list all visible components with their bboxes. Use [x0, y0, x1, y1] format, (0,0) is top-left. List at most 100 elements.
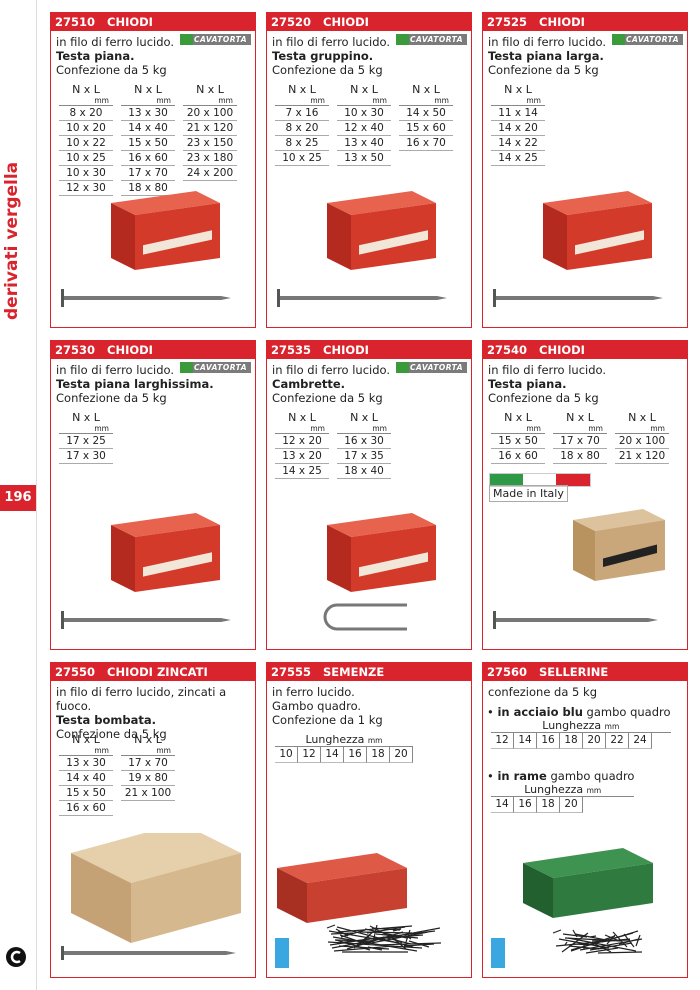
product-image — [61, 513, 231, 629]
length-header: Lunghezza mm — [275, 733, 413, 747]
size-value: 11 x 14 — [491, 106, 545, 121]
size-value: 21 x 120 — [615, 449, 669, 464]
side-rule — [36, 0, 37, 990]
size-value: 13 x 40 — [337, 136, 391, 151]
size-value: 17 x 30 — [59, 449, 113, 464]
product-image — [493, 509, 665, 629]
size-value: 15 x 50 — [491, 434, 545, 449]
size-value: 16 x 30 — [337, 434, 391, 449]
length-value: 12 — [298, 747, 321, 763]
card-header: 27525 CHIODI — [483, 13, 687, 31]
size-value: 14 x 25 — [275, 464, 329, 479]
length-label: Lunghezza — [305, 733, 365, 746]
column-header: N x L — [350, 411, 378, 424]
length-value: 14 — [491, 797, 514, 813]
description-line: in filo di ferro lucido. — [56, 35, 175, 49]
column-unit: mm — [615, 424, 669, 434]
made-in-badge: Made in Italy — [489, 473, 591, 502]
product-card: 27520 CHIODI CAVATORTA in filo di ferro luc… — [266, 12, 472, 328]
description-line: Testa piana. — [56, 49, 135, 63]
product-name: SELLERINE — [539, 665, 609, 679]
size-value: 20 x 100 — [183, 106, 237, 121]
size-value: 24 x 200 — [183, 166, 237, 181]
column-unit: mm — [337, 424, 391, 434]
description: confezione da 5 kg — [488, 685, 597, 699]
size-value: 15 x 50 — [121, 136, 175, 151]
column-header: N x L — [412, 83, 440, 96]
description: in filo di ferro lucido. Testa piana larg… — [488, 35, 606, 77]
product-card: 27525 CHIODI CAVATORTA in filo di ferro luc… — [482, 12, 688, 328]
size-value: 23 x 180 — [183, 151, 237, 166]
length-value: 12 — [491, 733, 514, 749]
length-value: 14 — [321, 747, 344, 763]
length-label: Lunghezza — [524, 783, 584, 796]
size-value: 16 x 60 — [491, 449, 545, 464]
size-value: 14 x 40 — [121, 121, 175, 136]
product-code: 27555 — [271, 665, 312, 679]
product-name: CHIODI — [539, 343, 585, 357]
description-line: Testa gruppino. — [272, 49, 374, 63]
card-header: 27540 CHIODI — [483, 341, 687, 359]
size-value: 15 x 50 — [59, 786, 113, 801]
description-line: in filo di ferro lucido. — [272, 35, 391, 49]
column-header: N x L — [72, 733, 100, 746]
length-value: 22 — [606, 733, 629, 749]
length-value: 24 — [629, 733, 652, 749]
description: in filo di ferro lucido. Testa gruppino. C… — [272, 35, 390, 77]
brand-logo: CAVATORTA — [396, 34, 467, 45]
product-name: CHIODI ZINCATI — [107, 665, 208, 679]
size-value: 12 x 30 — [59, 181, 113, 196]
product-code: 27535 — [271, 343, 312, 357]
length-value: 16 — [514, 797, 537, 813]
product-code: 27530 — [55, 343, 96, 357]
product-image — [275, 853, 442, 968]
product-image — [491, 848, 653, 968]
badge-text: Made in Italy — [489, 485, 568, 502]
length-value: 20 — [583, 733, 606, 749]
column-header: N x L — [504, 83, 532, 96]
size-value: 18 x 40 — [337, 464, 391, 479]
size-value: 15 x 60 — [399, 121, 453, 136]
product-card: 27535 CHIODI CAVATORTA in filo di ferro luc… — [266, 340, 472, 650]
product-code: 27510 — [55, 15, 96, 29]
column-unit: mm — [121, 96, 175, 106]
brand-logo: CAVATORTA — [180, 362, 251, 373]
length-value: 18 — [560, 733, 583, 749]
length-value: 10 — [275, 747, 298, 763]
variant-name: in rame — [497, 769, 547, 783]
product-code: 27560 — [487, 665, 528, 679]
size-value: 14 x 25 — [491, 151, 545, 166]
description-line: in filo di ferro lucido. — [488, 35, 607, 49]
column-header: N x L — [288, 411, 316, 424]
column-unit: mm — [491, 96, 545, 106]
size-value: 14 x 20 — [491, 121, 545, 136]
size-value: 17 x 25 — [59, 434, 113, 449]
size-value: 12 x 20 — [275, 434, 329, 449]
brand-logo: CAVATORTA — [612, 34, 683, 45]
size-value: 17 x 35 — [337, 449, 391, 464]
publisher-logo — [6, 947, 26, 967]
size-value: 20 x 100 — [615, 434, 669, 449]
column-unit: mm — [121, 746, 175, 756]
size-value: 17 x 70 — [553, 434, 607, 449]
description-line: Gambo quadro. — [272, 699, 362, 713]
length-unit: mm — [367, 736, 383, 745]
length-header: Lunghezza mm — [491, 783, 635, 797]
description-line: Confezione da 5 kg — [56, 63, 167, 77]
column-header: N x L — [72, 411, 100, 424]
length-value: 16 — [344, 747, 367, 763]
size-value: 14 x 40 — [59, 771, 113, 786]
size-value: 17 x 70 — [121, 166, 175, 181]
